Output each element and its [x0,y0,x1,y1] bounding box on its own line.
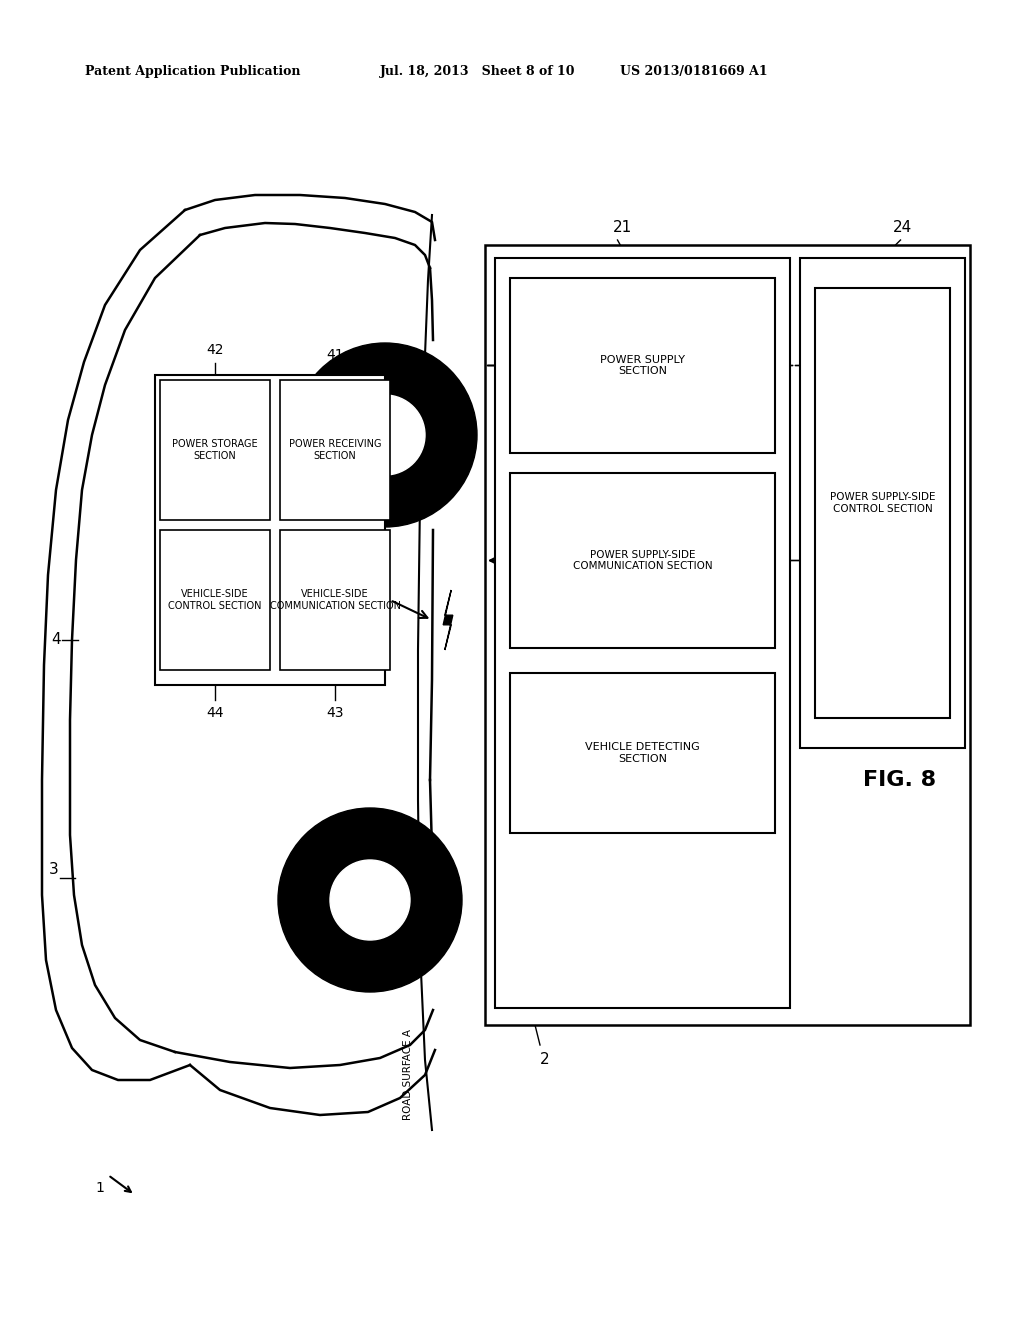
Text: VEHICLE-SIDE
CONTROL SECTION: VEHICLE-SIDE CONTROL SECTION [168,589,262,611]
Text: 22: 22 [613,858,632,873]
Text: Patent Application Publication: Patent Application Publication [85,66,300,78]
Text: 41: 41 [327,348,344,362]
Text: 21: 21 [613,220,632,235]
Bar [155,375,385,685]
Polygon shape [443,440,453,500]
Bar [510,473,775,648]
Text: 4: 4 [51,632,60,648]
Text: 1: 1 [95,1181,104,1195]
Bar [160,531,270,671]
Text: 44: 44 [206,706,224,719]
Bar [495,257,790,1008]
Bar [800,257,965,748]
Text: 42: 42 [206,343,224,356]
Text: ROAD SURFACE A: ROAD SURFACE A [403,1030,413,1121]
Circle shape [293,343,477,527]
Text: 24: 24 [893,220,912,235]
Text: 43: 43 [327,706,344,719]
Bar [485,246,970,1026]
Circle shape [278,808,462,993]
Text: US 2013/0181669 A1: US 2013/0181669 A1 [620,66,768,78]
Text: VEHICLE-SIDE
COMMUNICATION SECTION: VEHICLE-SIDE COMMUNICATION SECTION [269,589,400,611]
Text: VEHICLE DETECTING
SECTION: VEHICLE DETECTING SECTION [585,742,699,764]
Bar [280,531,390,671]
Text: 3: 3 [49,862,58,878]
Text: POWER SUPPLY-SIDE
COMMUNICATION SECTION: POWER SUPPLY-SIDE COMMUNICATION SECTION [572,549,713,572]
Bar [160,380,270,520]
Bar [510,279,775,453]
Text: POWER SUPPLY-SIDE
CONTROL SECTION: POWER SUPPLY-SIDE CONTROL SECTION [829,492,935,513]
Bar [280,380,390,520]
Text: Jul. 18, 2013   Sheet 8 of 10: Jul. 18, 2013 Sheet 8 of 10 [380,66,575,78]
Circle shape [345,395,425,475]
Bar [510,673,775,833]
Text: 2: 2 [541,1052,550,1068]
Polygon shape [443,590,453,649]
Bar [815,288,950,718]
Circle shape [330,861,410,940]
Text: POWER SUPPLY
SECTION: POWER SUPPLY SECTION [600,355,685,376]
Text: FIG. 8: FIG. 8 [863,770,937,789]
Text: POWER STORAGE
SECTION: POWER STORAGE SECTION [172,440,258,461]
Text: POWER RECEIVING
SECTION: POWER RECEIVING SECTION [289,440,381,461]
Text: 23: 23 [612,672,632,688]
